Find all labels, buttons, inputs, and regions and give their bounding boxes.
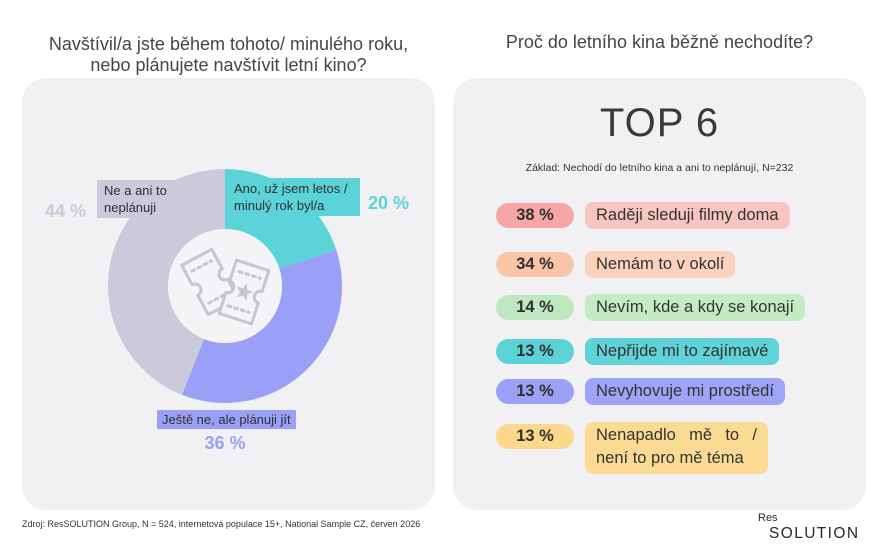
donut-chart-title-line-2: nebo plánujete navštívit letní kino? [90,55,367,75]
reason-percent-1: 38 % [496,203,574,228]
donut-slice-3 [107,169,225,395]
star-icon [236,283,254,301]
slice-value-planning: 36 % [204,433,246,453]
logo-res: Res [758,512,778,524]
reason-row-4: 13 % Nepřijde mi to zajímavé [496,338,856,365]
reason-label-6: Nenapadlo mě to / není to pro mě téma [585,422,768,474]
slice-label-yes-line-1: Ano, už jsem letos / [234,181,348,196]
reason-percent-3: 14 % [496,295,574,320]
reason-label-3: Nevím, kde a kdy se konají [585,294,806,321]
donut-chart-title-line-1: Navštívil/a jste během tohoto/ minulého … [48,34,409,54]
logo-solution: SOLUTION [769,525,860,542]
reason-label-1: Raději sleduji filmy doma [585,202,790,229]
reason-label-2: Nemám to v okolí [585,251,736,278]
top6-question-title: Proč do letního kina běžně nechodíte? [505,32,814,52]
donut-slice-2 [181,249,343,404]
donut-chart-title: Navštívil/a jste během tohoto/ minulého … [22,34,435,76]
reason-row-2: 34 % Nemám to v okolí [496,251,856,278]
reason-row-6: 13 % Nenapadlo mě to / není to pro mě té… [496,422,856,474]
ticket-front-icon [217,258,271,326]
ticket-front-perforation-bottom [226,304,251,315]
slice-value-yes: 20 % [368,193,410,213]
top6-base-note: Základ: Nechodí do letního kina a ani to… [525,162,794,174]
slice-label-planning: Ještě ne, ale plánuji jít [157,410,296,429]
reason-row-5: 13 % Nevyhovuje mi prostředí [496,378,856,405]
slice-label-yes-line-2: minulý rok byl/a [234,198,325,213]
donut-chart [107,169,343,404]
slice-label-yes: Ano, už jsem letos / minulý rok byl/a [229,178,361,216]
ticket-back-perforation-top [190,259,213,273]
slice-label-no-line-1: Ne a ani to [104,183,167,198]
donut-chart-panel: Ano, už jsem letos / minulý rok byl/a 20… [22,78,435,510]
slice-label-no: Ne a ani to neplánuji [97,180,174,218]
slice-label-no-line-2: neplánuji [104,200,157,215]
reason-percent-2: 34 % [496,252,574,277]
slice-label-planning-line-1: Ještě ne, ale plánuji jít [162,412,291,427]
slice-value-no: 44 % [45,201,87,221]
cinema-tickets-icon [180,247,271,326]
reason-row-1: 38 % Raději sleduji filmy doma [496,202,856,229]
top6-panel: TOP 6 Základ: Nechodí do letního kina a … [453,78,866,510]
reason-label-5: Nevyhovuje mi prostředí [585,378,785,405]
reason-label-6-line-1: Nenapadlo mě to / [596,426,757,444]
source-note: Zdroj: ResSOLUTION Group, N = 524, inter… [22,519,421,529]
reason-row-3: 14 % Nevím, kde a kdy se konají [496,294,856,321]
ticket-front-perforation-top [237,269,262,280]
reason-percent-4: 13 % [496,339,574,364]
reason-label-6-line-2: není to pro mě téma [596,449,744,467]
reason-percent-5: 13 % [496,379,574,404]
top6-heading: TOP 6 [599,101,720,145]
reason-percent-6: 13 % [496,424,574,449]
reason-label-4: Nepřijde mi to zajímavé [585,338,780,365]
